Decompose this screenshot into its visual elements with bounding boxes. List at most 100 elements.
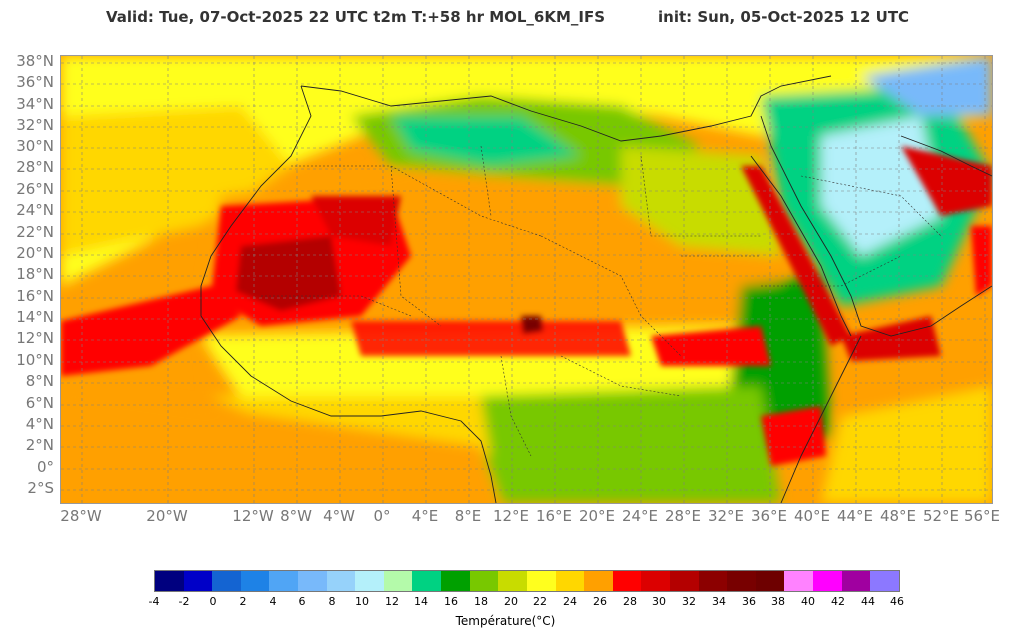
colorbar-tick: 46 (890, 595, 904, 608)
colorbar-swatch (555, 571, 585, 591)
colorbar-swatch (784, 571, 814, 591)
lon-label: 12°E (492, 507, 530, 525)
colorbar-swatch (240, 571, 270, 591)
lon-label: 28°W (60, 507, 102, 525)
colorbar-tick: 20 (504, 595, 518, 608)
lon-label: 52°E (922, 507, 960, 525)
lon-label: 28°E (664, 507, 702, 525)
colorbar-tick: 24 (563, 595, 577, 608)
colorbar-swatch (698, 571, 728, 591)
lat-label: 36°N (16, 73, 54, 91)
lon-label: 4°W (323, 507, 355, 525)
colorbar-tick: 34 (712, 595, 726, 608)
lon-label: 8°W (280, 507, 312, 525)
lon-label: 12°W (232, 507, 274, 525)
colorbar (154, 570, 900, 592)
lon-label: 20°E (578, 507, 616, 525)
colorbar-tick: 16 (444, 595, 458, 608)
lat-label: 10°N (16, 351, 54, 369)
gridlines (61, 56, 992, 503)
colorbar-tick: 2 (239, 595, 247, 608)
colorbar-swatch (641, 571, 670, 591)
colorbar-swatch (298, 571, 327, 591)
chart-header: Valid: Tue, 07-Oct-2025 22 UTC t2m T:+58… (0, 8, 1011, 30)
colorbar-tick: 26 (593, 595, 607, 608)
colorbar-swatch (326, 571, 356, 591)
hot-regions (61, 146, 992, 466)
colorbar-tick: 40 (801, 595, 815, 608)
colorbar-tick: 38 (771, 595, 785, 608)
lat-label: 14°N (16, 308, 54, 326)
colorbar-tick: 18 (474, 595, 488, 608)
colorbar-tick: 36 (742, 595, 756, 608)
lon-label: 56°E (963, 507, 1001, 525)
valid-time-label: Valid: Tue, 07-Oct-2025 22 UTC t2m T:+58… (106, 8, 606, 26)
colorbar-swatch (870, 571, 899, 591)
lat-label: 38°N (16, 52, 54, 70)
lat-label: 26°N (16, 180, 54, 198)
colorbar-tick: 42 (831, 595, 845, 608)
lat-label: 32°N (16, 116, 54, 134)
colorbar-tick: 0 (209, 595, 217, 608)
colorbar-swatch (155, 571, 184, 591)
colorbar-tick: -2 (178, 595, 190, 608)
colorbar-swatch (727, 571, 756, 591)
lon-label: 40°E (793, 507, 831, 525)
colorbar-swatch (841, 571, 871, 591)
colorbar-swatch (584, 571, 613, 591)
map-canvas (61, 56, 992, 503)
lon-label: 32°E (707, 507, 745, 525)
lon-label: 8°E (454, 507, 482, 525)
lat-label: 12°N (16, 329, 54, 347)
lon-label: 36°E (750, 507, 788, 525)
colorbar-swatch (526, 571, 556, 591)
country-borders (261, 145, 942, 457)
lon-label: 44°E (836, 507, 874, 525)
colorbar-tick: 12 (385, 595, 399, 608)
lon-label: 4°E (411, 507, 439, 525)
lon-label: 16°E (535, 507, 573, 525)
colorbar-tick: 44 (861, 595, 875, 608)
lat-label: 8°N (25, 372, 54, 390)
colorbar-swatch (755, 571, 785, 591)
colorbar-swatch (469, 571, 499, 591)
lat-label: 2°S (27, 479, 54, 497)
lat-label: 30°N (16, 137, 54, 155)
lon-label: 20°W (146, 507, 188, 525)
colorbar-swatch (612, 571, 642, 591)
temperature-map (60, 55, 993, 504)
colorbar-swatch (498, 571, 527, 591)
lat-label: 34°N (16, 95, 54, 113)
lat-label: 0° (36, 458, 54, 476)
colorbar-swatch (441, 571, 470, 591)
colorbar-swatch (813, 571, 842, 591)
init-time-label: init: Sun, 05-Oct-2025 12 UTC (658, 8, 910, 26)
colorbar-tick: -4 (148, 595, 160, 608)
coastlines (200, 75, 992, 503)
colorbar-tick: 14 (414, 595, 428, 608)
colorbar-tick: 30 (652, 595, 666, 608)
lat-label: 2°N (25, 436, 54, 454)
colorbar-swatch (412, 571, 442, 591)
lon-label: 24°E (621, 507, 659, 525)
colorbar-tick: 10 (355, 595, 369, 608)
colorbar-swatch (355, 571, 384, 591)
colorbar-tick: 32 (682, 595, 696, 608)
lat-label: 28°N (16, 158, 54, 176)
lon-label: 48°E (879, 507, 917, 525)
colorbar-tick: 4 (269, 595, 277, 608)
colorbar-tick: 6 (298, 595, 306, 608)
colorbar-swatch (183, 571, 213, 591)
lat-label: 24°N (16, 201, 54, 219)
colorbar-swatch (269, 571, 299, 591)
colorbar-tick: 8 (328, 595, 336, 608)
colorbar-tick: 22 (533, 595, 547, 608)
lon-label: 0° (373, 507, 391, 525)
lat-label: 22°N (16, 223, 54, 241)
lat-label: 6°N (25, 394, 54, 412)
colorbar-title: Température(°C) (455, 614, 556, 628)
lat-label: 18°N (16, 265, 54, 283)
lat-label: 16°N (16, 287, 54, 305)
colorbar-swatch (669, 571, 699, 591)
colorbar-tick: 28 (623, 595, 637, 608)
